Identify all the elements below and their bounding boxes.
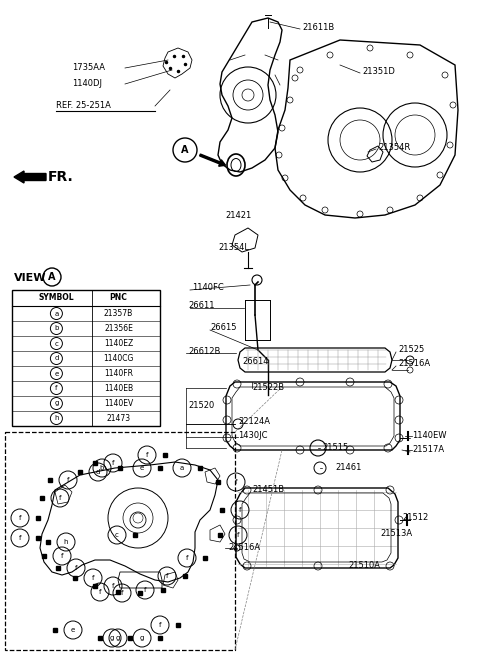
Text: 21520: 21520	[188, 401, 214, 411]
Text: VIEW: VIEW	[14, 273, 47, 283]
Text: 21516A: 21516A	[228, 543, 260, 553]
FancyArrow shape	[200, 154, 226, 166]
FancyArrow shape	[14, 171, 46, 183]
Text: 26612B: 26612B	[188, 348, 220, 357]
Text: 26611: 26611	[188, 302, 215, 311]
Text: c: c	[115, 532, 119, 538]
Text: e: e	[71, 627, 75, 633]
Text: f: f	[159, 622, 161, 628]
Text: f: f	[75, 565, 77, 571]
Text: f: f	[61, 553, 63, 559]
Polygon shape	[5, 432, 235, 650]
Text: 1140EB: 1140EB	[104, 384, 133, 393]
Text: f: f	[55, 386, 58, 392]
Text: f: f	[239, 507, 241, 513]
Text: d: d	[96, 469, 100, 475]
Text: f: f	[237, 532, 239, 538]
Text: 21513A: 21513A	[380, 530, 412, 539]
Text: 21522B: 21522B	[252, 384, 284, 392]
Text: 1140EV: 1140EV	[104, 399, 133, 408]
Text: f: f	[235, 479, 237, 485]
Text: 26615: 26615	[210, 323, 237, 332]
Text: 21516A: 21516A	[398, 359, 430, 369]
Text: f: f	[112, 460, 114, 466]
Text: f: f	[144, 587, 146, 593]
Text: d: d	[54, 355, 59, 361]
Text: 21356E: 21356E	[104, 324, 133, 333]
Text: 21517A: 21517A	[412, 445, 444, 455]
Text: A: A	[48, 272, 56, 282]
Text: 1140FC: 1140FC	[192, 284, 224, 292]
Text: 1140EW: 1140EW	[412, 432, 446, 440]
Text: f: f	[112, 583, 114, 589]
Text: f: f	[59, 495, 61, 501]
Text: 21525: 21525	[398, 346, 424, 355]
Text: 1140EZ: 1140EZ	[104, 339, 133, 348]
Text: 1140FR: 1140FR	[104, 369, 133, 378]
Text: 21421: 21421	[225, 210, 251, 219]
Text: b: b	[100, 465, 104, 471]
Text: a: a	[54, 311, 59, 317]
Text: 21512: 21512	[402, 514, 428, 522]
Text: f: f	[121, 590, 123, 596]
Text: c: c	[54, 340, 59, 346]
Text: a: a	[180, 465, 184, 471]
Polygon shape	[12, 290, 160, 426]
Text: g: g	[116, 635, 120, 641]
Text: REF. 25-251A: REF. 25-251A	[56, 101, 111, 110]
Text: 26614: 26614	[242, 357, 268, 367]
Text: 21473: 21473	[107, 414, 131, 423]
Text: 1140CG: 1140CG	[103, 354, 134, 363]
Text: 21611B: 21611B	[302, 24, 334, 32]
Text: 21515: 21515	[322, 443, 348, 453]
Text: f: f	[166, 573, 168, 579]
Text: 21461: 21461	[335, 463, 361, 472]
Text: e: e	[54, 371, 59, 376]
Text: f: f	[67, 477, 69, 483]
Text: b: b	[54, 325, 59, 332]
Text: PNC: PNC	[109, 294, 128, 302]
Text: g: g	[110, 635, 114, 641]
Text: h: h	[54, 415, 59, 422]
Text: 1430JC: 1430JC	[238, 432, 267, 440]
Text: 21354L: 21354L	[218, 244, 249, 252]
Text: h: h	[64, 539, 68, 545]
Text: 21357B: 21357B	[104, 309, 133, 318]
Text: 21351D: 21351D	[362, 68, 395, 76]
Text: f: f	[19, 535, 21, 541]
Text: f: f	[146, 452, 148, 458]
Text: 1140DJ: 1140DJ	[72, 79, 102, 89]
Text: e: e	[140, 465, 144, 471]
Text: 21451B: 21451B	[252, 486, 284, 495]
Text: 21354R: 21354R	[378, 143, 410, 152]
Text: f: f	[99, 589, 101, 595]
Text: 21510A: 21510A	[348, 562, 380, 570]
Text: FR.: FR.	[48, 170, 74, 184]
Text: 22124A: 22124A	[238, 417, 270, 426]
Text: A: A	[181, 145, 189, 155]
Text: f: f	[19, 515, 21, 521]
Text: g: g	[54, 401, 59, 407]
Text: f: f	[186, 555, 188, 561]
Text: g: g	[140, 635, 144, 641]
Text: SYMBOL: SYMBOL	[38, 294, 74, 302]
Text: 1735AA: 1735AA	[72, 64, 105, 72]
Text: f: f	[92, 575, 94, 581]
